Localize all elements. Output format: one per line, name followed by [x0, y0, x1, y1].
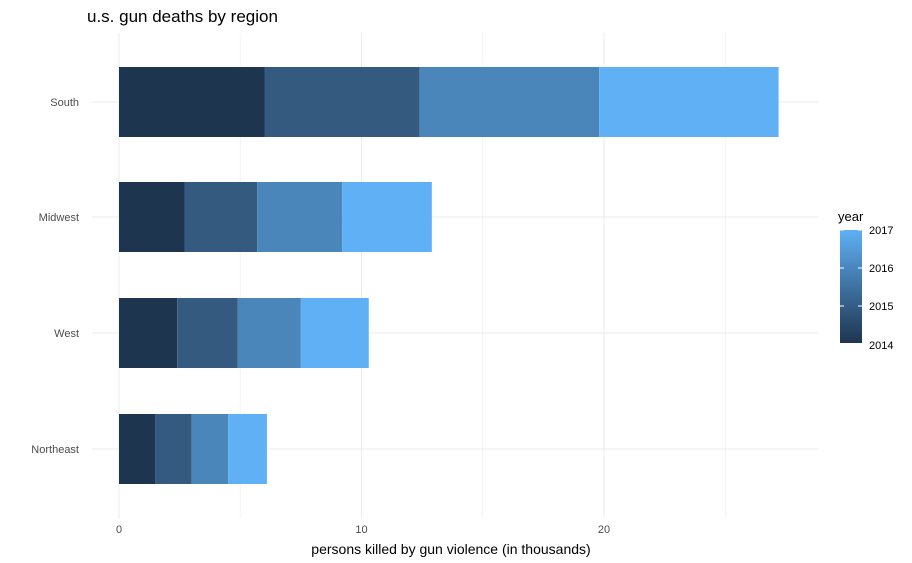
chart-title: u.s. gun deaths by region — [87, 7, 278, 26]
bar-south-2014 — [119, 67, 265, 137]
y-tick-label: Midwest — [39, 212, 79, 224]
legend-colorbar — [840, 230, 862, 343]
bar-midwest-2016 — [257, 182, 343, 252]
bar-midwest-2015 — [184, 182, 258, 252]
bars — [119, 67, 779, 484]
y-tick-label: South — [50, 97, 79, 109]
bar-northeast-2017 — [228, 414, 267, 484]
y-tick-label: Northeast — [31, 444, 79, 456]
y-axis-labels: South Midwest West Northeast — [31, 97, 79, 456]
legend: year 2017 2016 2015 2014 — [838, 209, 893, 352]
bar-midwest-2017 — [342, 182, 432, 252]
x-tick-label: 0 — [116, 524, 122, 536]
bar-south-2015 — [264, 67, 420, 137]
bar-west-2017 — [300, 298, 369, 368]
bar-west-2015 — [177, 298, 238, 368]
legend-title: year — [838, 209, 864, 224]
bar-northeast-2014 — [119, 414, 156, 484]
x-axis-labels: 0 10 20 — [116, 524, 610, 536]
legend-label: 2017 — [869, 225, 893, 237]
bar-south-2017 — [599, 67, 779, 137]
bar-midwest-2014 — [119, 182, 185, 252]
bar-northeast-2016 — [191, 414, 229, 484]
bar-northeast-2015 — [155, 414, 192, 484]
bar-west-2016 — [237, 298, 301, 368]
x-tick-label: 10 — [355, 524, 367, 536]
x-tick-label: 20 — [598, 524, 610, 536]
legend-label: 2014 — [869, 340, 893, 352]
bar-south-2016 — [419, 67, 600, 137]
legend-label: 2016 — [869, 263, 893, 275]
y-tick-label: West — [54, 328, 79, 340]
legend-label: 2015 — [869, 301, 893, 313]
bar-west-2014 — [119, 298, 178, 368]
x-axis-title: persons killed by gun violence (in thous… — [311, 541, 590, 557]
